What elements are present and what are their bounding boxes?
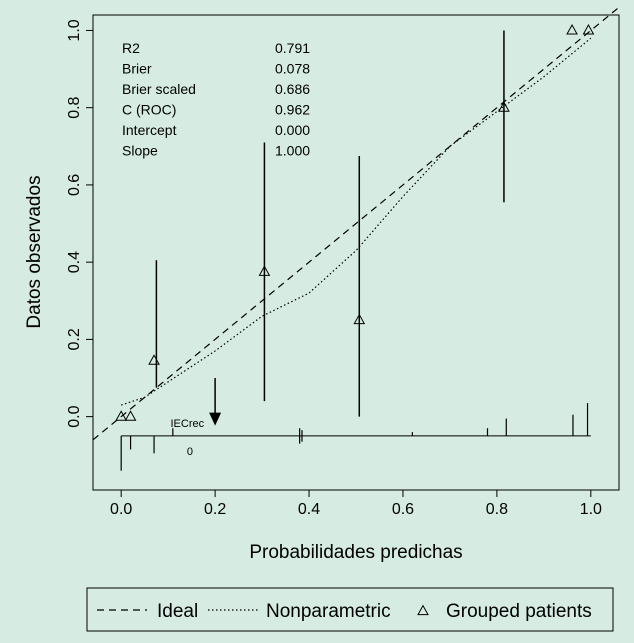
y-tick-label: 1.0: [66, 19, 83, 41]
legend-nonparametric-label: Nonparametric: [266, 601, 391, 622]
grouped-point: [258, 265, 271, 276]
legend: Ideal Nonparametric Grouped patients: [97, 601, 592, 622]
grouped-point: [566, 24, 578, 35]
plot-frame: [92, 14, 620, 491]
grouped-point: [115, 410, 128, 421]
x-tick-label: 0.8: [486, 501, 508, 518]
grouped-point: [498, 101, 510, 112]
stat-value: 0.686: [275, 81, 310, 97]
stat-value: 0.962: [275, 102, 310, 118]
y-tick-label: 0.8: [66, 96, 83, 118]
y-tick-label: 0.4: [66, 251, 83, 273]
legend-box: [86, 587, 614, 632]
y-tick-label: 0.6: [66, 174, 83, 196]
stat-value: 0.078: [275, 61, 310, 77]
stat-value: 0.000: [275, 122, 310, 138]
legend-grouped-swatch: [417, 604, 429, 616]
legend-grouped-label: Grouped patients: [446, 601, 592, 622]
rug-plot: IECrec 0: [120, 378, 591, 471]
error-bars: [155, 30, 505, 417]
y-axis-title: Datos observados: [24, 175, 45, 328]
grouped-point: [124, 410, 137, 421]
nonparametric-line: [120, 37, 592, 406]
stat-value: 1.000: [275, 143, 310, 159]
y-tick-label: 0.2: [66, 328, 83, 350]
grouped-point: [148, 354, 160, 365]
grouped-point: [353, 313, 366, 325]
y-tick-label: 0.0: [66, 405, 83, 427]
stat-name: Brier scaled: [122, 81, 196, 97]
grouped-points: [115, 24, 595, 421]
stat-name: R2: [122, 40, 140, 56]
x-tick-label: 0.6: [392, 501, 414, 518]
grouped-point: [582, 24, 595, 35]
stat-name: Intercept: [122, 122, 177, 138]
x-axis: 0.0 0.2 0.4 0.6 0.8 1.0: [110, 490, 602, 518]
rug-zero-label: 0: [187, 446, 193, 458]
y-axis: 0.0 0.2 0.4 0.6 0.8 1.0: [66, 19, 93, 428]
stat-name: Slope: [122, 143, 158, 159]
x-axis-title: Probabilidades predichas: [249, 542, 462, 563]
stats-box: R2 0.791 Brier 0.078 Brier scaled 0.686 C (ROC…: [122, 40, 310, 159]
x-tick-label: 0.4: [298, 501, 320, 518]
stat-name: Brier: [122, 61, 152, 77]
stat-name: C (ROC): [122, 102, 176, 118]
ideal-line: [92, 6, 620, 441]
rug-arrow-head: [209, 412, 222, 426]
stat-value: 0.791: [275, 40, 310, 56]
rug-label: IECrec: [170, 418, 204, 430]
series-layer: [92, 6, 620, 441]
legend-ideal-label: Ideal: [157, 601, 198, 622]
x-tick-label: 1.0: [580, 501, 602, 518]
x-tick-label: 0.0: [110, 501, 132, 518]
x-tick-label: 0.2: [204, 501, 226, 518]
